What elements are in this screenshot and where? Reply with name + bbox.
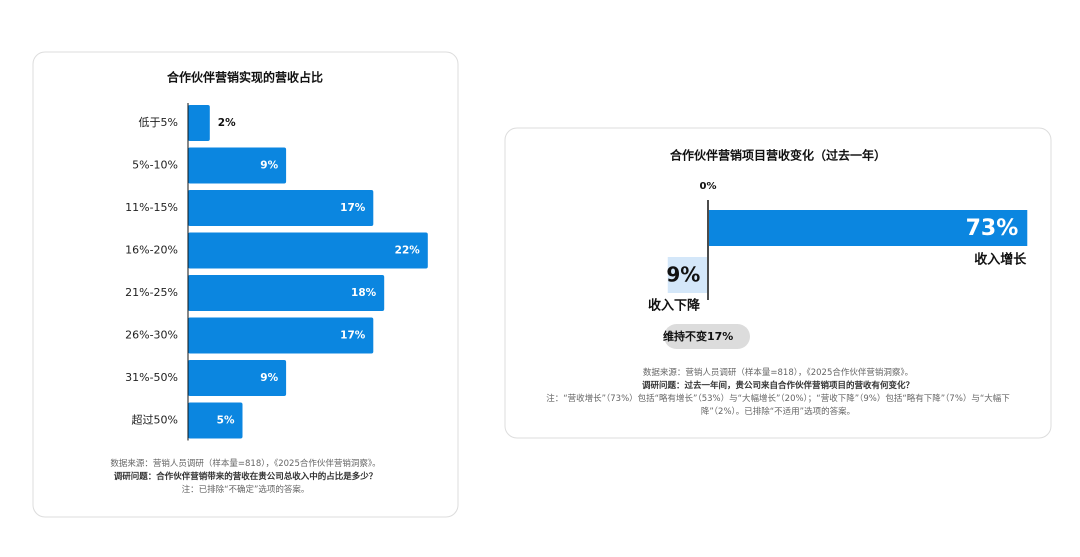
chart-title: 合作伙伴营销实现的营收占比 [167, 70, 323, 85]
card [504, 127, 1052, 439]
chart-title: 合作伙伴营销项目营收变化（过去一年） [670, 148, 886, 163]
question: 调研问题：过去一年间，贵公司来自合作伙伴营销项目的营收有何变化？ [641, 381, 914, 391]
data-label: 9% [260, 160, 278, 172]
bar [709, 210, 1028, 246]
source: 数据来源：营销人员调研（样本量=818），《2025合作伙伴营销洞察》。 [642, 368, 914, 378]
data-label: 9% [666, 263, 700, 287]
y-tick-label: 26%-30% [125, 329, 178, 342]
data-label: 17% [707, 330, 733, 343]
y-tick-label: 低于5% [139, 116, 178, 129]
bar [188, 147, 287, 184]
pill [664, 324, 750, 349]
category-label: 收入下降 [648, 298, 701, 314]
data-label: 9% [260, 372, 278, 384]
y-tick-label: 11%-15% [125, 201, 178, 214]
category-label: 维持不变 [663, 329, 707, 343]
note: 注：“营收增长”（73%）包括“略有增长”（53%）与“大幅增长”（20%）；“… [546, 394, 1010, 417]
bar [188, 232, 428, 269]
data-label: 17% [340, 202, 366, 214]
y-tick-label: 16%-20% [125, 244, 178, 257]
data-label: 5% [217, 415, 235, 427]
x-tick-label: 0% [700, 181, 717, 192]
y-tick-label: 31%-50% [125, 371, 178, 384]
note: 注：已排除“不确定”选项的答案。 [181, 485, 310, 495]
bar [188, 190, 374, 226]
bar [188, 105, 210, 141]
data-label: 22% [395, 245, 421, 257]
bar [188, 275, 385, 311]
data-label: 17% [340, 330, 366, 342]
footnotes: 数据来源：营销人员调研（样本量=818），《2025合作伙伴营销洞察》。 调研问… [43, 458, 448, 497]
data-label: 2% [218, 117, 236, 129]
bar [188, 317, 374, 354]
bar [188, 360, 287, 396]
y-tick-label: 21%-25% [125, 286, 178, 299]
source: 数据来源：营销人员调研（样本量=818），《2025合作伙伴营销洞察》。 [110, 459, 381, 469]
question: 调研问题：合作伙伴营销带来的营收在贵公司总收入中的占比是多少？ [113, 472, 378, 482]
bar [188, 402, 243, 439]
footnotes: 数据来源：营销人员调研（样本量=818），《2025合作伙伴营销洞察》。 调研问… [535, 367, 1021, 419]
bar [667, 257, 707, 293]
category-label: 收入增长 [974, 252, 1027, 268]
y-tick-label: 5%-10% [132, 159, 178, 172]
data-label: 18% [351, 287, 377, 299]
data-label: 73% [966, 216, 1019, 241]
y-tick-label: 超过50% [132, 413, 178, 427]
